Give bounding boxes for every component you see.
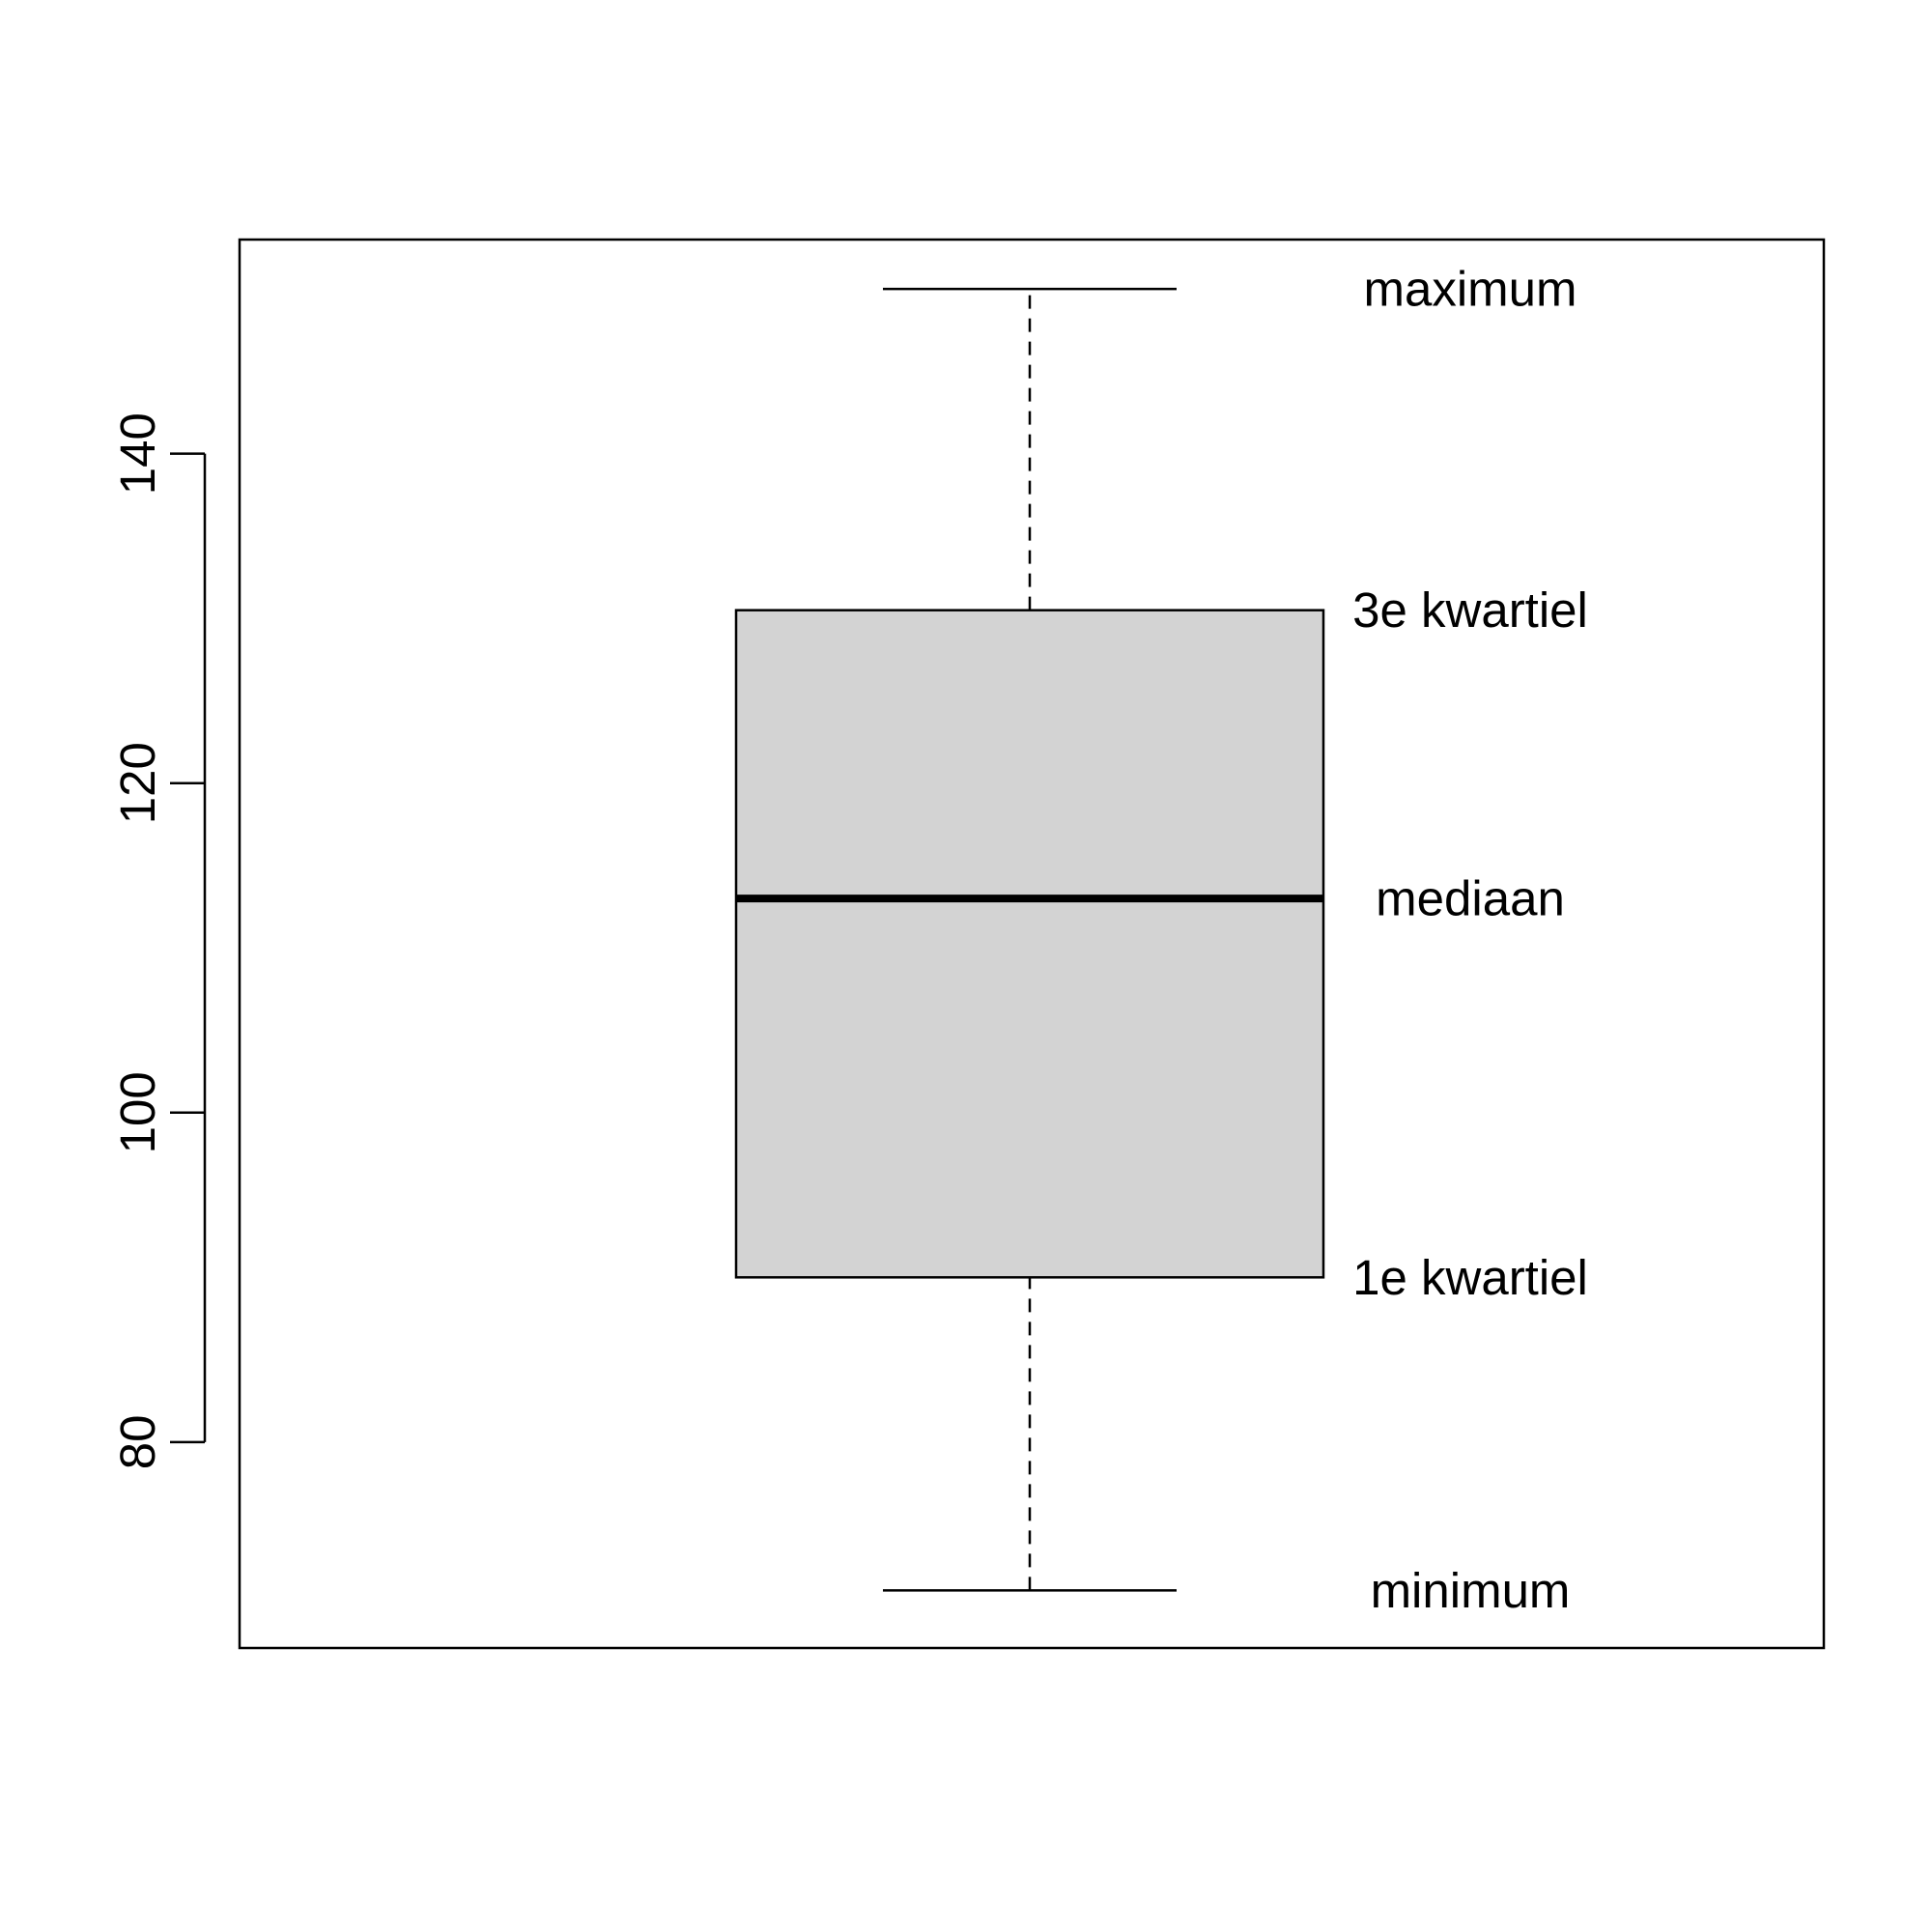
annotation-q1: 1e kwartiel [1352,1250,1588,1305]
annotation-min: minimum [1371,1563,1571,1618]
y-tick-label: 80 [110,1414,165,1469]
y-tick-label: 120 [110,742,165,824]
box-plot [734,287,1325,1592]
y-axis: 80 100 120 140 [110,412,207,1469]
box-annotations: maximum 3e kwartiel mediaan 1e kwartiel mini… [1352,262,1588,1618]
y-tick-label: 140 [110,412,165,495]
annotation-median: mediaan [1376,871,1565,926]
annotation-q3: 3e kwartiel [1352,582,1588,638]
iqr-box [734,609,1325,1279]
y-tick-label: 100 [110,1071,165,1153]
annotation-max: maximum [1363,262,1577,317]
plot-frame [238,238,1826,1650]
